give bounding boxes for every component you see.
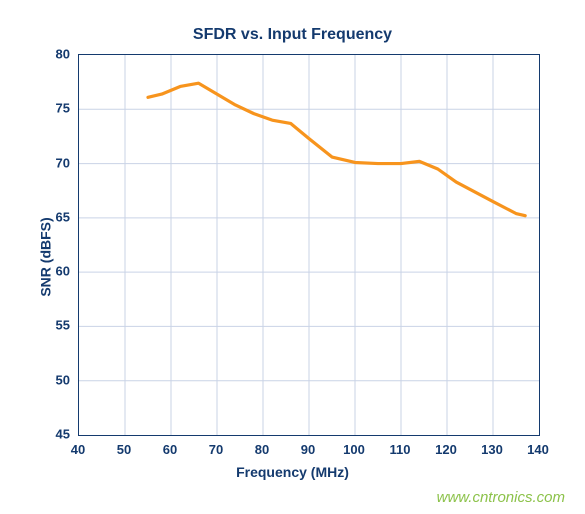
x-tick-label: 40 (71, 442, 85, 457)
y-tick-label: 65 (56, 209, 70, 224)
chart-svg (79, 55, 539, 435)
chart-title: SFDR vs. Input Frequency (0, 26, 585, 44)
y-tick-label: 60 (56, 264, 70, 279)
data-line (148, 83, 525, 215)
x-tick-label: 80 (255, 442, 269, 457)
y-tick-label: 75 (56, 101, 70, 116)
x-axis-label: Frequency (MHz) (0, 464, 585, 480)
x-tick-label: 100 (343, 442, 365, 457)
x-tick-label: 120 (435, 442, 457, 457)
x-tick-label: 60 (163, 442, 177, 457)
y-tick-label: 80 (56, 47, 70, 62)
x-tick-label: 50 (117, 442, 131, 457)
watermark-text: www.cntronics.com (437, 489, 565, 506)
plot-area (78, 54, 540, 436)
y-tick-label: 70 (56, 155, 70, 170)
x-tick-label: 110 (390, 442, 411, 457)
y-tick-label: 45 (56, 427, 70, 442)
y-axis-label: SNR (dBFS) (38, 217, 54, 296)
x-tick-label: 70 (209, 442, 223, 457)
y-tick-label: 55 (56, 318, 70, 333)
x-tick-label: 130 (481, 442, 503, 457)
y-tick-label: 50 (56, 372, 70, 387)
x-tick-label: 90 (301, 442, 315, 457)
x-tick-label: 140 (527, 442, 549, 457)
chart-container: SFDR vs. Input Frequency SNR (dBFS) Freq… (0, 0, 585, 514)
